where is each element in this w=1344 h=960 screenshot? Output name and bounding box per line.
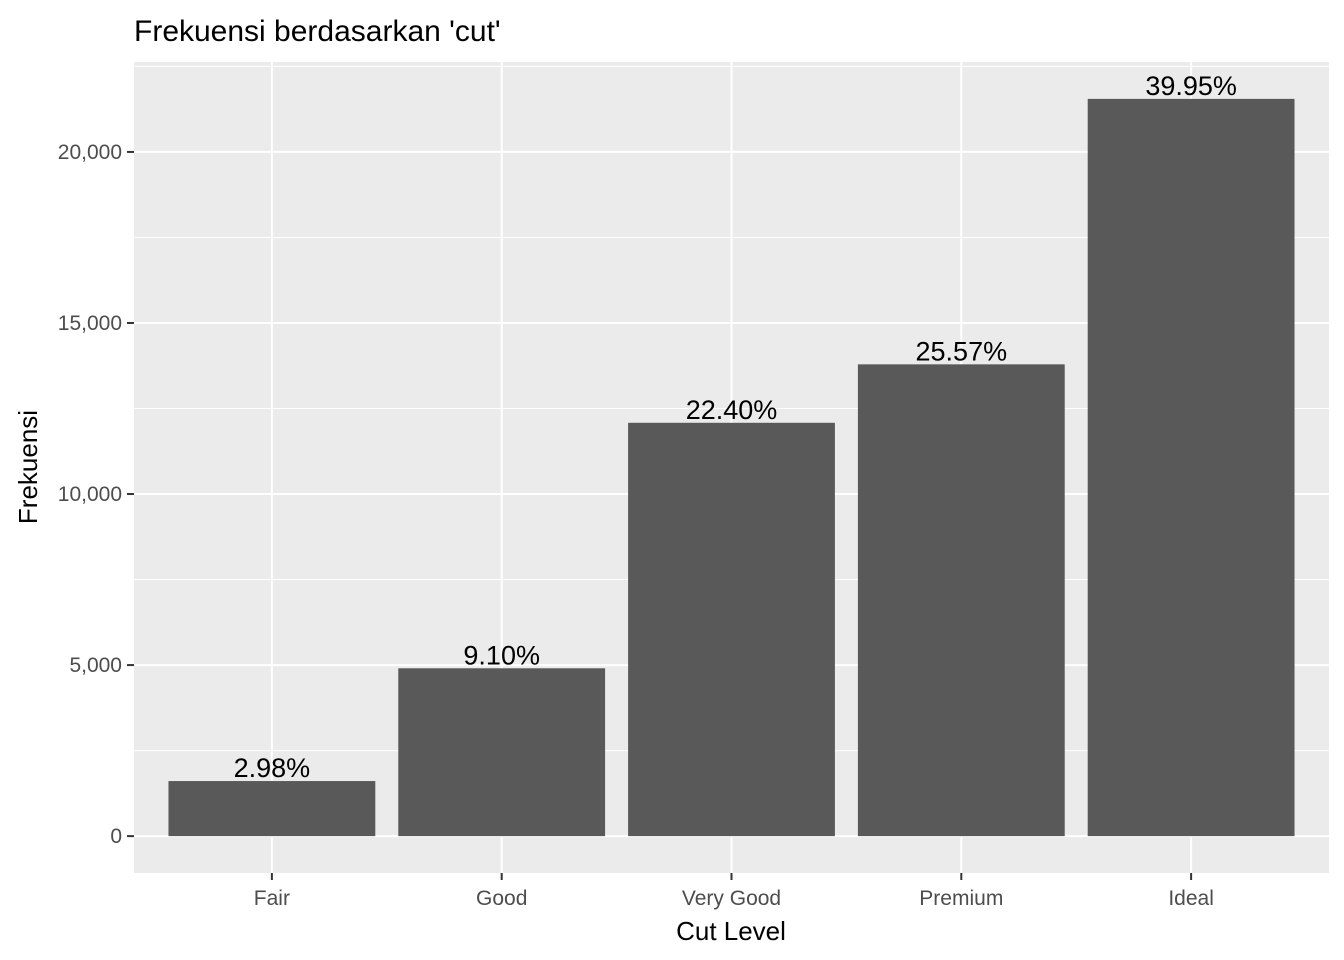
data-label: 9.10% (463, 640, 540, 670)
data-label: 2.98% (234, 753, 311, 783)
bar-fair (168, 781, 376, 837)
y-tick-label: 0 (110, 825, 122, 848)
data-label: 25.57% (916, 336, 1008, 366)
x-axis: Fair Good Very Good Premium Ideal (254, 873, 1214, 910)
data-labels: 2.98% 9.10% 22.40% 25.57% 39.95% (234, 71, 1237, 783)
chart-title: Frekuensi berdasarkan 'cut' (134, 15, 501, 48)
x-tick-label: Premium (919, 887, 1003, 910)
bar-very-good (628, 422, 835, 837)
bar-premium (857, 364, 1065, 837)
x-tick-label: Ideal (1168, 887, 1214, 910)
data-label: 39.95% (1145, 71, 1237, 101)
x-tick-label: Good (476, 887, 527, 910)
y-tick-label: 15,000 (58, 312, 122, 335)
y-tick-label: 20,000 (58, 141, 122, 164)
x-tick-label: Very Good (682, 887, 781, 910)
y-tick-label: 10,000 (58, 483, 122, 506)
bars (168, 98, 1295, 837)
bar-good (398, 668, 606, 837)
x-tick-label: Fair (254, 887, 290, 910)
y-tick-label: 5,000 (69, 654, 122, 677)
y-axis-title: Frekuensi (13, 410, 43, 524)
x-axis-title: Cut Level (676, 916, 786, 946)
bar-ideal (1087, 98, 1295, 837)
data-label: 22.40% (686, 395, 778, 425)
y-axis: 0 5,000 10,000 15,000 20,000 (58, 141, 134, 848)
